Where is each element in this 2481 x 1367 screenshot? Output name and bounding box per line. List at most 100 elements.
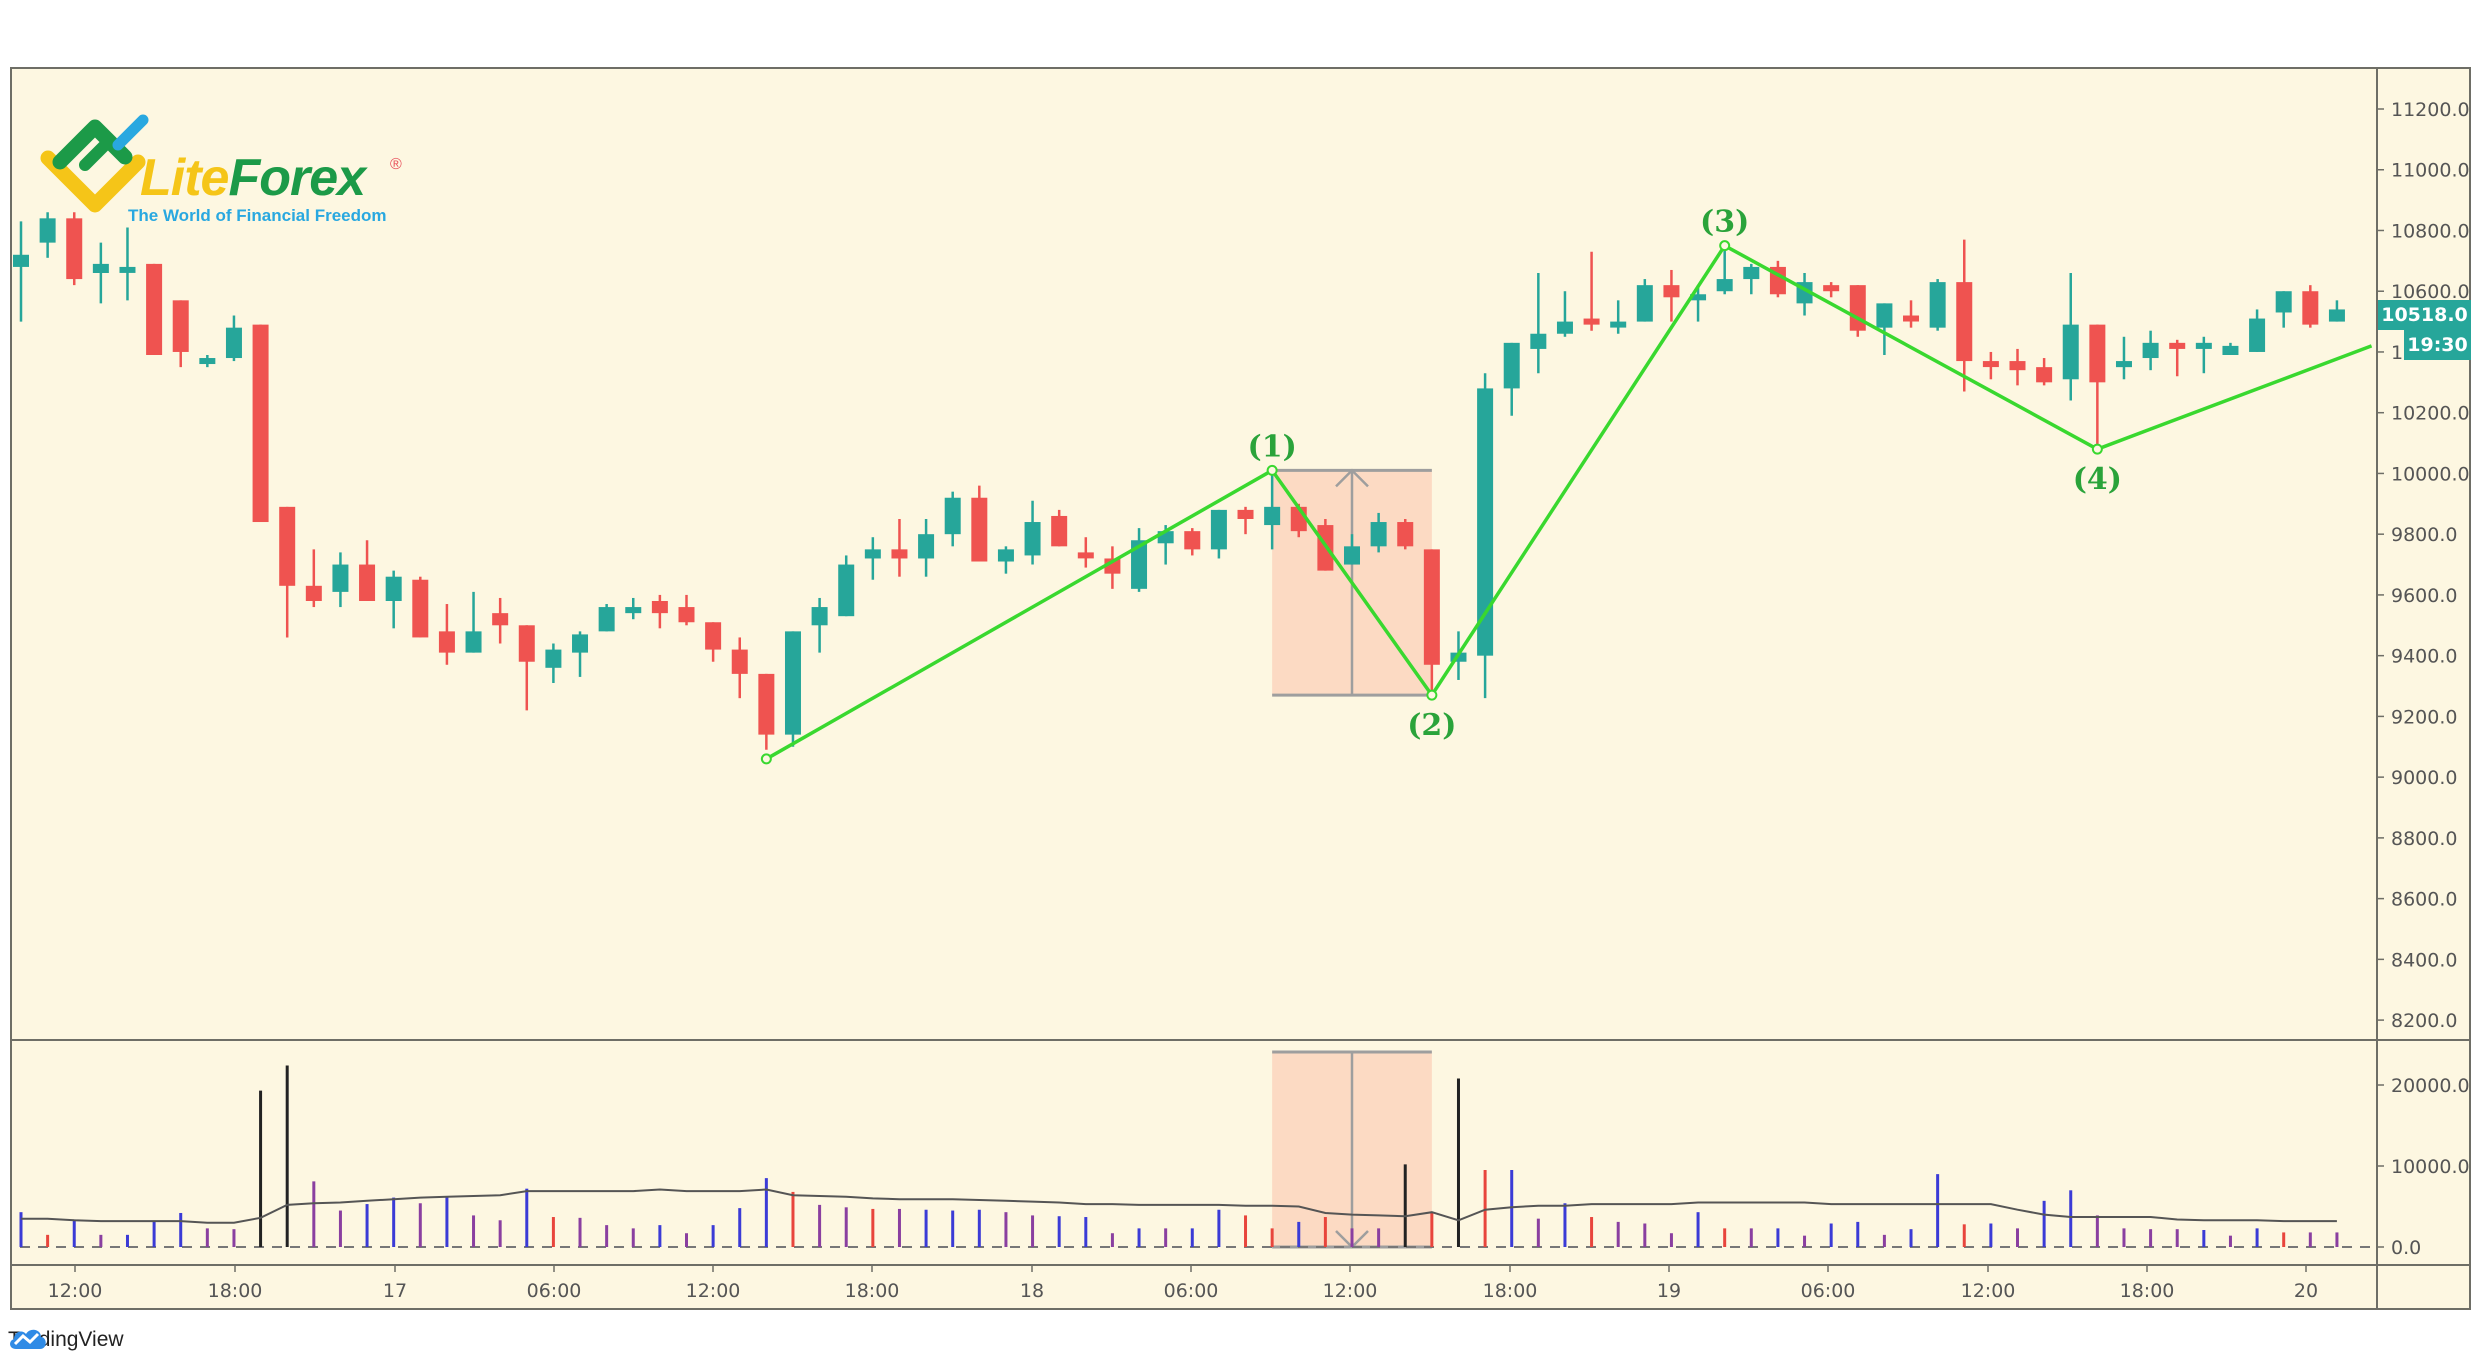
- candle[interactable]: [1131, 528, 1148, 592]
- wave-point-handle[interactable]: [760, 753, 772, 765]
- candle[interactable]: [1556, 291, 1573, 337]
- tradingview-watermark[interactable]: TradingView: [8, 1325, 124, 1355]
- candle[interactable]: [119, 227, 136, 301]
- candle[interactable]: [438, 604, 455, 665]
- candle[interactable]: [1051, 509, 1068, 547]
- candle[interactable]: [1184, 528, 1201, 556]
- candle[interactable]: [332, 552, 349, 608]
- candle[interactable]: [1024, 500, 1041, 565]
- candlestick-series[interactable]: [13, 212, 2345, 750]
- candle[interactable]: [172, 300, 189, 368]
- candle[interactable]: [2328, 300, 2345, 322]
- candle[interactable]: [598, 604, 615, 632]
- candle[interactable]: [678, 594, 695, 626]
- candle[interactable]: [1929, 279, 1946, 331]
- candle[interactable]: [784, 631, 801, 747]
- candle[interactable]: [1237, 506, 1254, 535]
- candle[interactable]: [1530, 272, 1547, 374]
- candle[interactable]: [1823, 282, 1840, 298]
- candle[interactable]: [39, 212, 56, 258]
- candle[interactable]: [1503, 342, 1520, 416]
- wave-label: (4): [2073, 462, 2122, 497]
- candle[interactable]: [2169, 339, 2186, 377]
- candle[interactable]: [864, 537, 881, 580]
- wave-point-handle[interactable]: [2091, 443, 2103, 455]
- candle[interactable]: [944, 491, 961, 547]
- candle[interactable]: [997, 546, 1014, 574]
- candle[interactable]: [2089, 324, 2106, 450]
- candle[interactable]: [545, 643, 562, 683]
- candle[interactable]: [891, 518, 908, 577]
- candle[interactable]: [2275, 291, 2292, 328]
- candle[interactable]: [2009, 348, 2026, 386]
- candle[interactable]: [1663, 269, 1680, 322]
- candle[interactable]: [2036, 358, 2053, 386]
- wave-point-handle[interactable]: [1426, 689, 1438, 701]
- candle[interactable]: [1982, 351, 1999, 380]
- candle[interactable]: [1849, 285, 1866, 337]
- price-axis[interactable]: 11200.011000.010800.010600.010400.010200…: [2377, 99, 2470, 1032]
- candle[interactable]: [1210, 509, 1227, 559]
- candle[interactable]: [13, 221, 29, 322]
- candle[interactable]: [1716, 245, 1733, 295]
- candle[interactable]: [305, 549, 322, 608]
- candle[interactable]: [66, 212, 83, 286]
- price-tick-label: 9400.0: [2391, 646, 2457, 668]
- candle[interactable]: [1104, 546, 1121, 589]
- candle[interactable]: [518, 625, 535, 711]
- candle[interactable]: [279, 506, 296, 638]
- candle[interactable]: [465, 591, 482, 653]
- candle[interactable]: [1264, 470, 1281, 550]
- candle[interactable]: [2249, 309, 2266, 352]
- candle[interactable]: [572, 631, 589, 677]
- candle[interactable]: [2142, 330, 2159, 371]
- candle[interactable]: [1636, 279, 1653, 322]
- candle[interactable]: [1370, 512, 1387, 553]
- liteforex-logo-icon: [40, 114, 149, 213]
- candle[interactable]: [359, 540, 376, 601]
- time-tick-label: 12:00: [1961, 1280, 2016, 1302]
- candle[interactable]: [146, 263, 163, 355]
- volume-axis[interactable]: 20000.0 10000.0 0.0: [2377, 1075, 2470, 1259]
- candle[interactable]: [1423, 549, 1440, 696]
- candle[interactable]: [2195, 336, 2212, 374]
- candle[interactable]: [385, 570, 402, 629]
- candle[interactable]: [2222, 342, 2239, 355]
- candle[interactable]: [2302, 285, 2319, 328]
- candle[interactable]: [625, 597, 642, 620]
- candle[interactable]: [492, 597, 509, 644]
- candle[interactable]: [651, 594, 668, 629]
- candle[interactable]: [811, 597, 828, 653]
- volume-range-measure[interactable]: [1272, 1050, 1432, 1249]
- candle[interactable]: [1956, 239, 1973, 392]
- candle[interactable]: [1397, 518, 1414, 550]
- candle[interactable]: [1743, 263, 1760, 295]
- candle[interactable]: [971, 485, 988, 562]
- elliott-wave-drawing[interactable]: (1) (2) (3) (4): [760, 205, 2373, 765]
- candle[interactable]: [838, 555, 855, 617]
- wave-point-handle[interactable]: [1266, 464, 1278, 476]
- candle[interactable]: [199, 354, 216, 368]
- candle[interactable]: [731, 637, 748, 699]
- candle[interactable]: [1477, 373, 1494, 699]
- candle[interactable]: [705, 622, 722, 662]
- wave-point-handle[interactable]: [1719, 240, 1731, 252]
- candle[interactable]: [1610, 300, 1627, 334]
- candle[interactable]: [1077, 537, 1094, 568]
- candle[interactable]: [1876, 303, 1893, 355]
- candle[interactable]: [2115, 336, 2132, 380]
- candle[interactable]: [1344, 534, 1360, 565]
- candle[interactable]: [2062, 272, 2079, 401]
- candle[interactable]: [1583, 251, 1600, 331]
- time-axis[interactable]: 12:00 18:00 17 06:00 12:00 18:00 18 06:00 12:00 1…: [48, 1265, 2318, 1302]
- volume-series[interactable]: [19, 1065, 2339, 1247]
- candle[interactable]: [252, 324, 269, 523]
- candle[interactable]: [412, 576, 429, 638]
- candle[interactable]: [758, 673, 775, 750]
- candle[interactable]: [1903, 300, 1920, 328]
- candle[interactable]: [1690, 285, 1707, 322]
- candle[interactable]: [225, 315, 242, 362]
- candle[interactable]: [918, 518, 935, 577]
- candle[interactable]: [92, 242, 109, 304]
